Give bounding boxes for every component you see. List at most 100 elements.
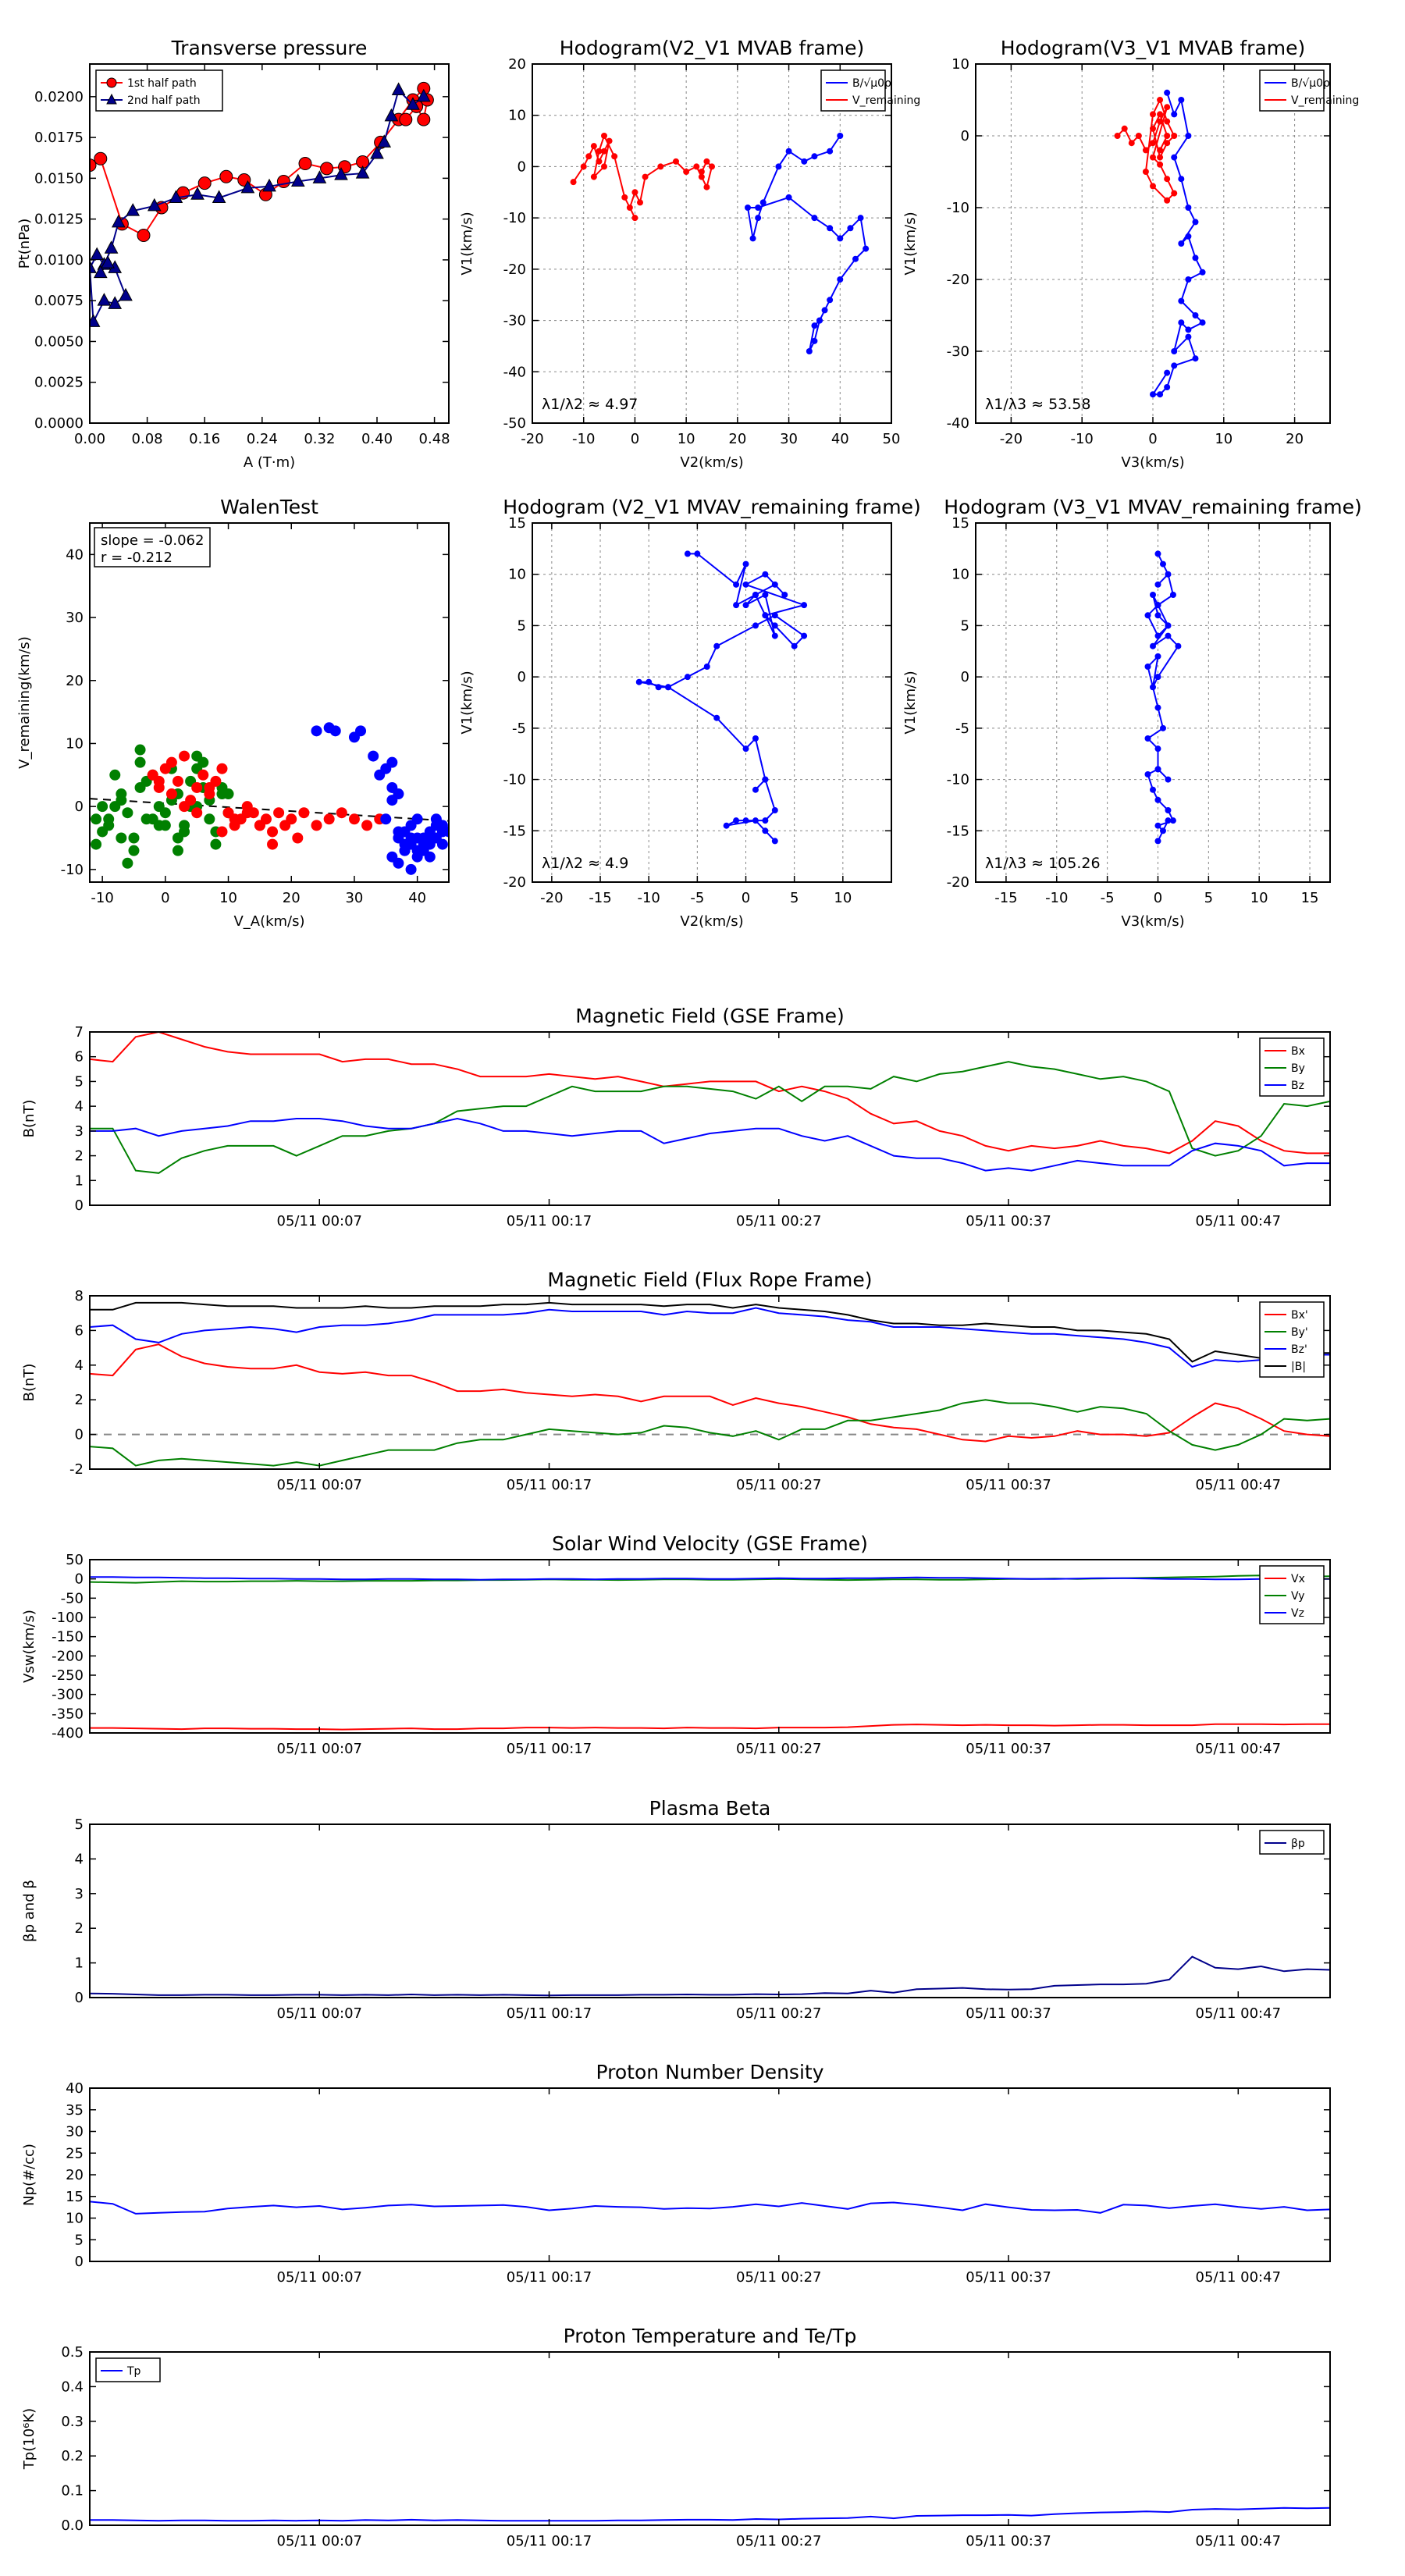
scatter-point-green bbox=[116, 832, 127, 844]
scatter-point-red bbox=[254, 820, 265, 831]
marker-dot bbox=[785, 148, 792, 155]
marker-dot bbox=[631, 215, 638, 222]
y-tick-label: 6 bbox=[75, 1322, 84, 1339]
y-tick-label: 0 bbox=[75, 1427, 84, 1443]
marker-dot bbox=[601, 133, 607, 139]
marker-dot bbox=[1171, 111, 1178, 118]
legend: Tp bbox=[95, 2357, 161, 2382]
legend-box bbox=[95, 69, 223, 112]
y-tick-label: 0 bbox=[518, 669, 526, 685]
y-tick-label: -10 bbox=[61, 862, 84, 878]
x-tick-label: 05/11 00:37 bbox=[966, 1213, 1051, 1229]
marker-dot bbox=[1169, 817, 1176, 824]
marker-dot bbox=[733, 817, 740, 824]
chart-np: Proton Number Density 05/11 00:07 05/11 00… bbox=[21, 2061, 1331, 2286]
marker-dot bbox=[1185, 205, 1192, 211]
marker-dot bbox=[698, 169, 705, 175]
scatter-point-green bbox=[122, 807, 133, 819]
y-axis-label: βp and β bbox=[21, 1880, 37, 1942]
x-tick-label: 0.48 bbox=[419, 431, 450, 447]
scatter-point-green bbox=[153, 820, 165, 831]
marker-dot bbox=[713, 714, 720, 721]
marker-dot bbox=[742, 581, 749, 588]
y-tick-label: 0 bbox=[75, 1197, 84, 1214]
marker-dot bbox=[816, 317, 823, 324]
legend-label: |B| bbox=[1291, 1361, 1306, 1373]
marker-dot bbox=[580, 163, 587, 170]
marker-dot bbox=[811, 153, 818, 160]
plot-area bbox=[570, 133, 870, 354]
marker-dot bbox=[771, 622, 778, 629]
x-tick-label: 0 bbox=[1148, 431, 1157, 447]
scatter-point-blue bbox=[329, 725, 341, 737]
x-tick-label: 05/11 00:47 bbox=[1196, 1213, 1281, 1229]
eigenvalue-ratio: λ1/λ2 ≈ 4.97 bbox=[542, 396, 638, 413]
marker-dot bbox=[1171, 154, 1178, 161]
x-tick-label: 0.24 bbox=[247, 431, 278, 447]
scatter-point-red bbox=[348, 813, 360, 825]
scatter-point-green bbox=[122, 857, 133, 869]
marker-triangle bbox=[370, 145, 384, 159]
chart-hodo4: Hodogram (V3_V1 MVAV_remaining frame) -15… bbox=[902, 496, 1362, 930]
x-axis-label: V_A(km/s) bbox=[233, 913, 304, 930]
x-tick-label: 0.16 bbox=[189, 431, 220, 447]
y-tick-label: -20 bbox=[947, 272, 969, 288]
x-tick-label: -10 bbox=[1070, 431, 1093, 447]
y-tick-label: -300 bbox=[52, 1687, 84, 1703]
marker-dot bbox=[1164, 384, 1171, 390]
marker-dot bbox=[1150, 183, 1156, 190]
y-tick-label: 5 bbox=[75, 1073, 84, 1090]
x-tick-label: 05/11 00:47 bbox=[1196, 2005, 1281, 2022]
y-axis-label: V1(km/s) bbox=[459, 212, 475, 275]
marker-dot bbox=[821, 307, 828, 314]
marker-dot bbox=[762, 571, 769, 578]
x-tick-label: -10 bbox=[91, 890, 113, 906]
x-tick-label: 05/11 00:27 bbox=[736, 2533, 821, 2549]
marker-dot bbox=[771, 581, 778, 588]
axes-frame bbox=[89, 522, 450, 883]
chart-title: Solar Wind Velocity (GSE Frame) bbox=[552, 1532, 868, 1555]
marker-dot bbox=[585, 153, 592, 160]
axes-frame bbox=[89, 2087, 1331, 2262]
marker-dot bbox=[1144, 735, 1151, 742]
y-tick-label: 5 bbox=[75, 1816, 84, 1833]
x-tick-label: 05/11 00:07 bbox=[277, 2533, 362, 2549]
y-tick-label: 10 bbox=[508, 567, 526, 583]
marker-dot bbox=[596, 158, 603, 165]
y-tick-label: 20 bbox=[66, 673, 84, 689]
marker-dot bbox=[1150, 642, 1156, 649]
series-line-bflux-2 bbox=[90, 1307, 1330, 1368]
series-line-bgse-2 bbox=[90, 1117, 1330, 1172]
marker-triangle bbox=[391, 82, 406, 95]
marker-dot bbox=[1171, 133, 1178, 139]
marker-dot bbox=[684, 550, 691, 557]
marker-triangle bbox=[240, 180, 255, 194]
x-axis-label: V3(km/s) bbox=[1121, 454, 1184, 471]
axes-frame bbox=[89, 1295, 1331, 1470]
y-tick-label: -30 bbox=[503, 313, 526, 329]
x-tick-label: 30 bbox=[780, 431, 798, 447]
scatter-point-blue bbox=[424, 851, 436, 863]
scatter-point-red bbox=[286, 813, 297, 825]
legend-label: Vz bbox=[1291, 1607, 1304, 1620]
scatter-point-red bbox=[165, 788, 177, 800]
marker-dot bbox=[1165, 817, 1172, 824]
y-tick-label: 0.0100 bbox=[34, 252, 84, 269]
y-tick-label: -250 bbox=[52, 1667, 84, 1684]
y-tick-label: -2 bbox=[69, 1461, 84, 1478]
marker-triangle bbox=[93, 265, 108, 279]
marker-circle bbox=[276, 175, 290, 189]
y-tick-label: 40 bbox=[66, 546, 84, 563]
y-tick-label: 50 bbox=[66, 1552, 84, 1568]
marker-dot bbox=[1150, 111, 1156, 118]
x-tick-label: 0 bbox=[631, 431, 639, 447]
y-tick-label: 5 bbox=[75, 2232, 84, 2248]
y-tick-label: 10 bbox=[66, 2211, 84, 2227]
legend-label: B/√μ0ρ bbox=[1291, 77, 1330, 90]
x-tick-label: -15 bbox=[589, 890, 611, 906]
y-tick-label: 25 bbox=[66, 2145, 84, 2161]
x-tick-label: 05/11 00:47 bbox=[1196, 2533, 1281, 2549]
axes-frame bbox=[89, 1823, 1331, 1998]
x-tick-label: 40 bbox=[831, 431, 849, 447]
series-line-np-0 bbox=[90, 2201, 1330, 2215]
